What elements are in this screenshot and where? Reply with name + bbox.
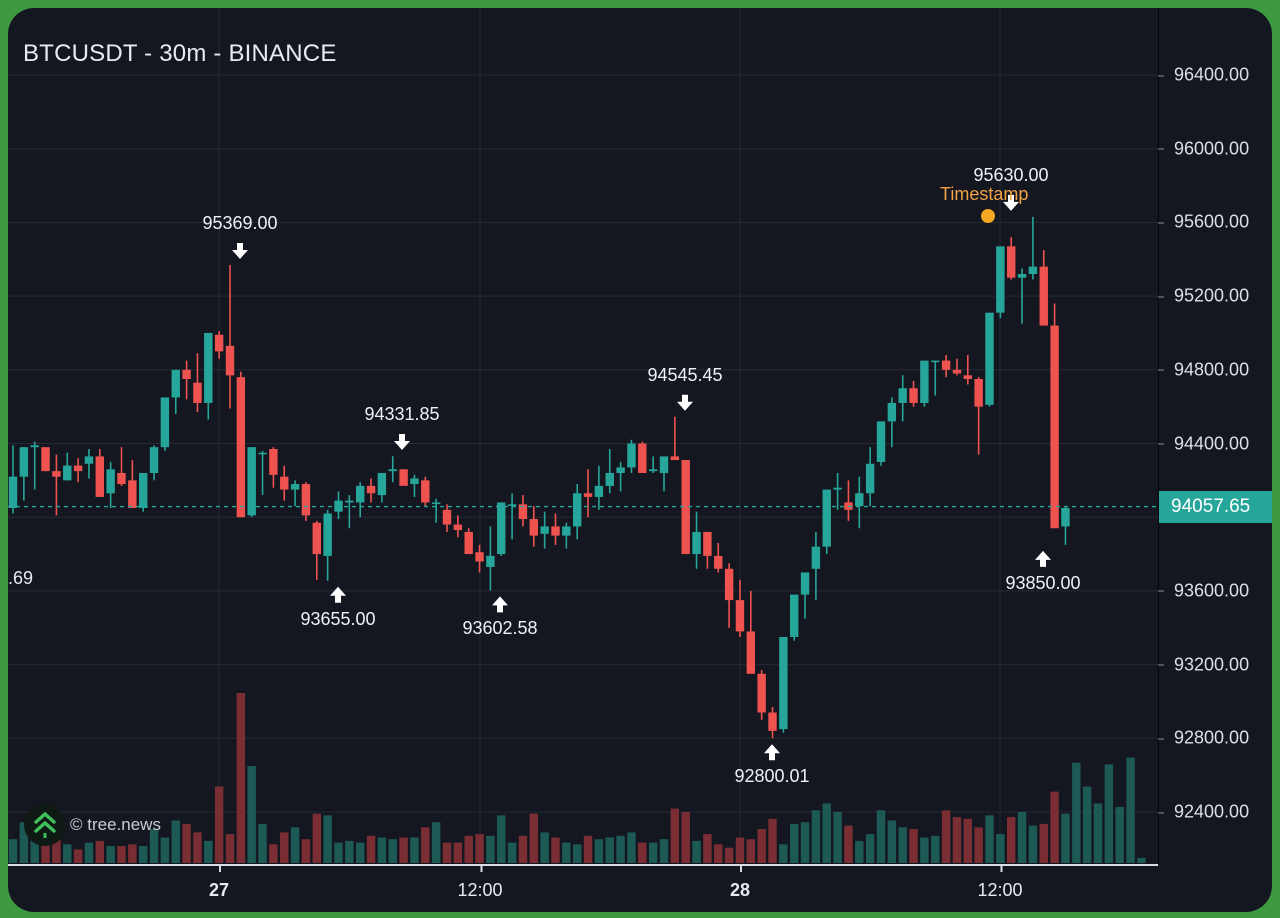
time-axis[interactable]: 27 12:00 28 12:00 — [8, 864, 1158, 912]
low-price-annotation: 92800.01 — [734, 766, 810, 787]
high-price-annotation: 95369.00 — [202, 212, 278, 233]
chart-frame: BTCUSDT - 30m - BINANCE .69 95369.00 9433… — [8, 8, 1272, 912]
time-tick: 27 — [208, 866, 230, 900]
price-tick: 92800.00 — [1157, 727, 1250, 748]
time-tick: 12:00 — [457, 866, 503, 900]
high-price-annotation: 94331.85 — [364, 404, 440, 425]
price-tick: 92400.00 — [1157, 801, 1250, 822]
cut-off-price-label: .69 — [8, 568, 34, 588]
low-price-annotation: 93655.00 — [300, 608, 376, 629]
price-tick: 93200.00 — [1157, 654, 1250, 675]
chart-plot-area[interactable] — [8, 8, 1158, 864]
price-axis[interactable]: 94057.65 96400.00 96000.00 95600.00 95200.0… — [1157, 8, 1272, 864]
price-tick: 94800.00 — [1157, 359, 1250, 380]
chart-title: BTCUSDT - 30m - BINANCE — [23, 40, 337, 67]
time-tick: 12:00 — [977, 866, 1023, 900]
last-price-label: 94057.65 — [1159, 490, 1272, 523]
price-tick: 94400.00 — [1157, 433, 1250, 453]
watermark-text: © tree.news — [70, 815, 161, 834]
tree-logo-icon — [24, 804, 66, 846]
high-price-annotation: 95630.00 — [973, 164, 1049, 185]
watermark: © tree.news — [24, 804, 161, 846]
high-price-annotation: 94545.45 — [647, 364, 723, 385]
time-tick: 28 — [729, 866, 751, 900]
timestamp-label: Timestamp — [940, 184, 1029, 204]
price-tick: 95200.00 — [1157, 285, 1250, 306]
low-price-annotation: 93850.00 — [1005, 572, 1081, 593]
price-tick: 95600.00 — [1157, 211, 1250, 232]
price-tick: 93600.00 — [1157, 580, 1250, 601]
price-tick: 96400.00 — [1157, 64, 1250, 85]
price-tick: 96000.00 — [1157, 138, 1250, 159]
low-price-annotation: 93602.58 — [462, 618, 538, 639]
